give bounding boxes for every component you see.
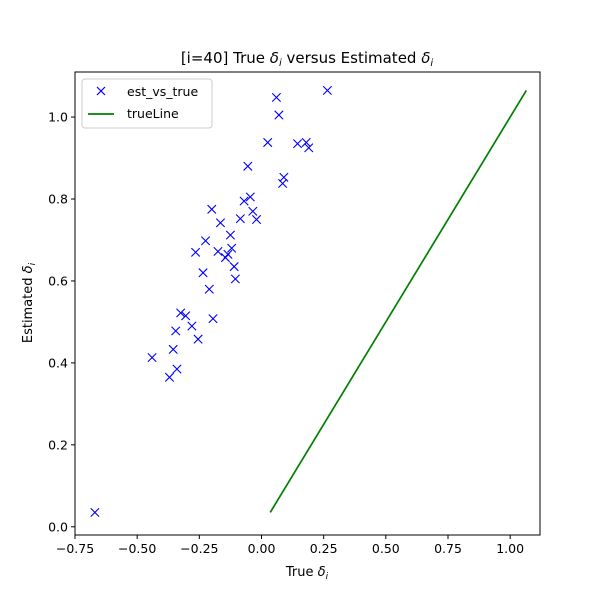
data-point — [292, 139, 303, 149]
data-point — [181, 311, 191, 321]
data-point — [191, 247, 201, 257]
data-point — [171, 326, 181, 336]
data-point — [243, 161, 253, 171]
data-point — [193, 334, 203, 344]
data-point — [229, 262, 239, 272]
x-tick-label: 0.75 — [434, 541, 462, 556]
chart-title-delta-2: δ — [421, 49, 430, 67]
data-point — [172, 364, 182, 374]
data-point — [271, 92, 282, 102]
y-axis: 0.0 0.2 0.4 0.6 0.8 1.0 — [48, 110, 75, 534]
data-point — [274, 110, 284, 120]
data-point — [187, 321, 197, 331]
y-tick-label: 1.0 — [48, 110, 68, 125]
chart-title: [i=40] True δi versus Estimated δi — [181, 49, 434, 69]
data-point — [248, 206, 258, 216]
legend-label-est-vs-true: est_vs_true — [127, 84, 198, 99]
x-tick-label: −0.75 — [56, 541, 94, 556]
y-axis-title-delta: δ — [21, 265, 36, 273]
data-point — [301, 137, 311, 148]
data-point — [204, 284, 214, 294]
data-point — [263, 137, 273, 148]
x-tick-label: 1.00 — [496, 541, 524, 556]
data-point — [278, 178, 288, 189]
x-tick-label: −0.25 — [180, 541, 218, 556]
data-point — [213, 246, 223, 257]
data-point — [304, 143, 314, 153]
chart-title-delta-sub-2: i — [430, 58, 433, 69]
chart-title-prefix: [i=40] True — [181, 49, 270, 67]
data-point — [168, 344, 178, 354]
y-axis-title-delta-sub: i — [28, 262, 38, 265]
data-point — [322, 85, 332, 96]
legend-box — [81, 78, 213, 129]
data-point — [164, 372, 175, 382]
x-axis: −0.75 −0.50 −0.25 0.00 0.25 0.50 0.75 1.00 — [56, 535, 524, 556]
x-axis-title: True δi — [285, 565, 329, 582]
x-axis-title-delta-sub: i — [326, 572, 329, 582]
y-tick-label: 0.2 — [48, 437, 68, 452]
data-point — [198, 268, 208, 278]
data-point — [239, 196, 249, 206]
data-point — [90, 507, 100, 518]
y-tick-label: 0.8 — [48, 192, 68, 207]
y-tick-label: 0.4 — [48, 355, 68, 370]
chart-title-delta: δ — [270, 49, 279, 67]
chart-title-middle: versus Estimated — [282, 49, 422, 67]
data-point — [251, 214, 262, 225]
data-point — [147, 352, 157, 363]
x-tick-label: 0.00 — [248, 541, 276, 556]
x-tick-label: 0.25 — [310, 541, 338, 556]
y-axis-title-prefix: Estimated — [21, 273, 36, 343]
x-axis-title-delta: δ — [318, 565, 326, 580]
data-point — [200, 236, 211, 246]
data-point — [207, 204, 217, 214]
legend-marker-est-vs-true — [96, 86, 106, 96]
data-point — [245, 192, 255, 202]
x-tick-label: −0.50 — [118, 541, 156, 556]
y-tick-label: 0.6 — [48, 273, 68, 288]
legend-label-trueline: trueLine — [127, 106, 179, 121]
data-point — [208, 314, 218, 324]
series-line-trueLine — [269, 89, 528, 513]
x-axis-title-prefix: True — [285, 565, 318, 580]
y-tick-label: 0.0 — [48, 519, 68, 534]
data-point — [230, 274, 240, 284]
chart-title-delta-sub: i — [279, 58, 282, 69]
x-tick-label: 0.50 — [372, 541, 400, 556]
plot-frame — [74, 71, 541, 536]
data-point — [223, 249, 233, 259]
plot-area — [90, 85, 528, 518]
y-axis-title: Estimated δi — [21, 262, 38, 343]
data-point — [176, 308, 186, 318]
data-point — [225, 230, 236, 240]
data-point — [215, 218, 226, 228]
data-point — [227, 243, 237, 253]
legend: est_vs_true trueLine — [81, 78, 213, 129]
data-point — [235, 214, 245, 224]
data-point — [279, 172, 289, 182]
